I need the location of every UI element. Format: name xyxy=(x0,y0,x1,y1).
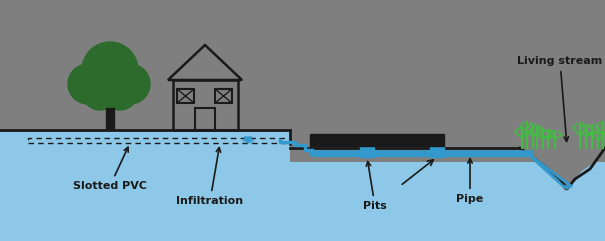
Bar xyxy=(177,89,194,103)
Text: Infiltration: Infiltration xyxy=(177,147,244,206)
Bar xyxy=(360,147,374,157)
Polygon shape xyxy=(290,162,520,241)
Circle shape xyxy=(68,64,108,104)
Circle shape xyxy=(102,74,138,110)
Bar xyxy=(106,108,114,130)
Text: Slotted PVC: Slotted PVC xyxy=(73,147,147,191)
Bar xyxy=(173,80,238,130)
Bar xyxy=(215,89,232,103)
Bar xyxy=(195,108,215,130)
Polygon shape xyxy=(520,162,605,241)
Circle shape xyxy=(82,42,138,98)
Polygon shape xyxy=(563,186,571,189)
Bar xyxy=(310,134,444,146)
Circle shape xyxy=(110,64,150,104)
Bar xyxy=(430,147,444,157)
Text: Living stream: Living stream xyxy=(517,56,603,141)
Text: Pipe: Pipe xyxy=(456,159,483,204)
Circle shape xyxy=(82,74,118,110)
Polygon shape xyxy=(244,137,252,143)
Bar xyxy=(28,138,285,143)
Polygon shape xyxy=(0,130,290,241)
Text: Pits: Pits xyxy=(363,161,387,211)
